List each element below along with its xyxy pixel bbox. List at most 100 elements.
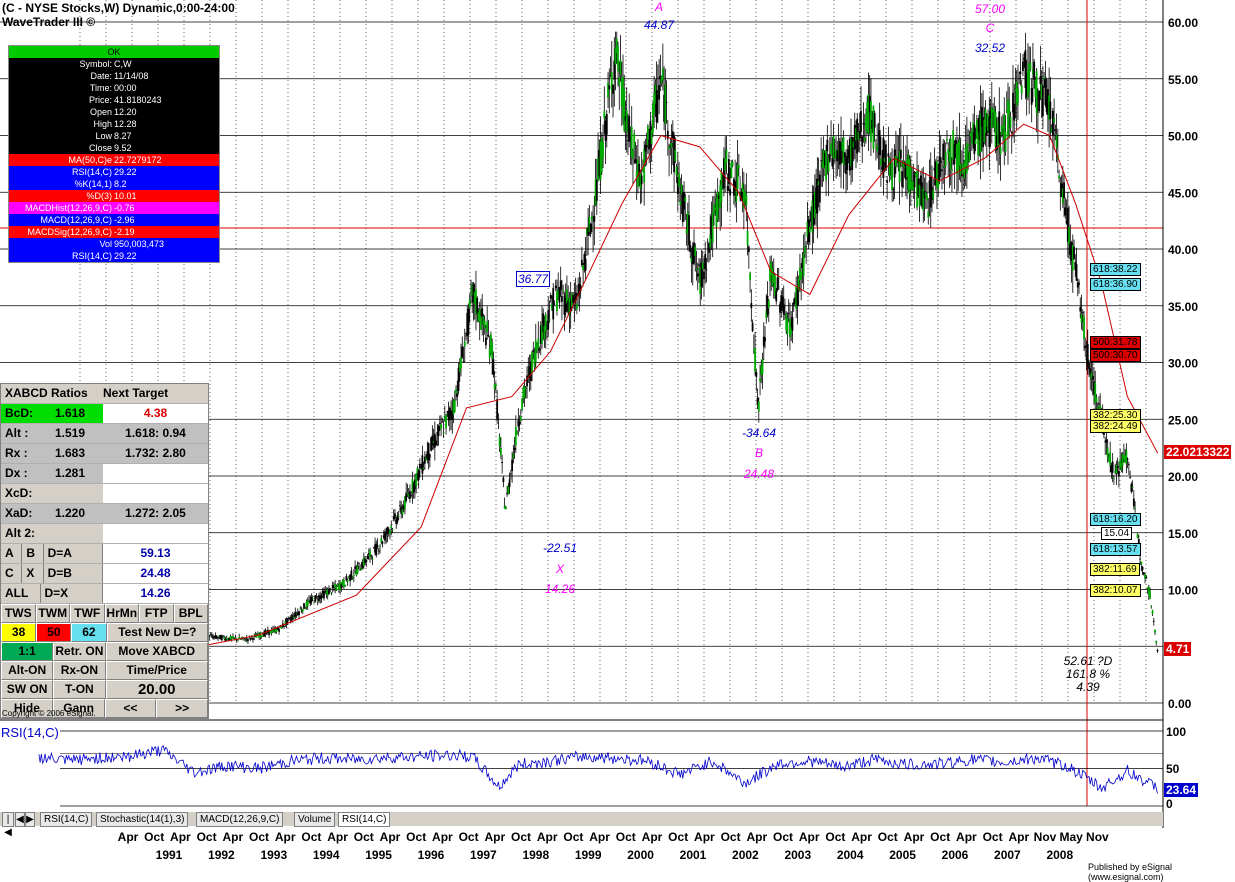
xabcd-header: XABCD Ratios xyxy=(1,384,103,403)
candle-body xyxy=(1149,590,1151,599)
candle-body xyxy=(642,168,644,171)
x-month-label: Apr xyxy=(432,830,453,844)
candle-body xyxy=(1027,70,1029,98)
xabcd-button-br2-1[interactable]: 50 xyxy=(36,623,72,642)
tab-4[interactable]: RSI(14,C) xyxy=(338,812,391,827)
xabcd-button-br1-2[interactable]: TWF xyxy=(70,604,105,623)
candle-body xyxy=(324,590,327,593)
candle-body xyxy=(214,635,217,638)
xabcd-button-br3-2[interactable]: Move XABCD xyxy=(105,642,208,661)
info-value: 29.22 xyxy=(114,167,137,177)
candle-body xyxy=(575,303,578,310)
candle-body xyxy=(532,349,535,352)
candle-body xyxy=(922,188,925,211)
pattern-label: 14.26 xyxy=(544,582,576,596)
candle-body xyxy=(765,310,768,318)
xabcd-dx-c[interactable]: D=B xyxy=(44,564,103,583)
candle-body xyxy=(303,603,305,609)
candle-body xyxy=(350,570,353,579)
xabcd-dx-a[interactable]: C xyxy=(1,564,23,583)
candle-body xyxy=(1024,50,1027,88)
candle-body xyxy=(1073,246,1075,260)
candle-body xyxy=(1009,116,1012,128)
xabcd-button-br4-1[interactable]: Rx-ON xyxy=(53,661,106,680)
xabcd-dx-b[interactable]: B xyxy=(22,544,44,563)
xabcd-button-br2-3[interactable]: Test New D=? xyxy=(106,623,209,642)
candle-body xyxy=(331,585,334,589)
candle-body xyxy=(356,566,359,574)
xabcd-button-br6-2[interactable]: << xyxy=(104,699,157,718)
xabcd-label: Rx : 1.683 xyxy=(1,444,103,463)
xabcd-button-br5-2[interactable]: 20.00 xyxy=(105,680,208,699)
xabcd-button-br5-0[interactable]: SW ON xyxy=(1,680,54,699)
xabcd-dx-c[interactable]: D=A xyxy=(44,544,103,563)
candle-body xyxy=(649,121,652,148)
info-row: MACDHist(12,26,9,C) -0.76 xyxy=(9,202,219,214)
candle-body xyxy=(848,138,851,171)
candle-body xyxy=(238,636,241,639)
rsi-tick-100: 100 xyxy=(1166,725,1187,739)
xabcd-button-br4-2[interactable]: Time/Price xyxy=(105,661,208,680)
candle-body xyxy=(813,191,816,218)
candle-body xyxy=(1111,461,1114,473)
xabcd-button-br3-0[interactable]: 1:1 xyxy=(1,642,54,661)
xabcd-button-br1-4[interactable]: FTP xyxy=(139,604,174,623)
xabcd-button-br6-1[interactable]: Gann xyxy=(52,699,105,718)
tab-first-arrow[interactable]: |◀ xyxy=(2,812,14,838)
x-month-label: Oct xyxy=(196,830,217,844)
info-label: MACDHist(12,26,9,C) xyxy=(24,203,112,213)
candle-body xyxy=(593,216,596,222)
candle-body xyxy=(315,595,318,597)
tab-next-arrow[interactable]: ▶ xyxy=(25,812,35,827)
candle-body xyxy=(777,287,780,289)
candle-body xyxy=(780,295,783,311)
candle-body xyxy=(1076,282,1079,288)
xabcd-button-br1-5[interactable]: BPL xyxy=(173,604,208,623)
xabcd-button-br5-1[interactable]: T-ON xyxy=(53,680,106,699)
candle-body xyxy=(354,566,357,569)
candle-body xyxy=(240,638,243,640)
tab-prev-arrow[interactable]: ◀ xyxy=(15,812,25,827)
target-tag: 382:10.07 xyxy=(1090,584,1141,597)
candle-body xyxy=(451,410,454,420)
candle-body xyxy=(1154,629,1156,633)
candle-body xyxy=(270,629,273,634)
xabcd-dx-c[interactable]: D=X xyxy=(41,584,103,603)
xabcd-dx-a[interactable]: A xyxy=(1,544,23,563)
xabcd-button-br1-1[interactable]: TWM xyxy=(35,604,70,623)
x-month-label: Apr xyxy=(536,830,558,844)
tab-3[interactable]: Volume xyxy=(294,812,336,827)
xabcd-dx-a[interactable]: ALL xyxy=(1,584,41,603)
candle-body xyxy=(1078,282,1080,285)
candle-body xyxy=(1122,454,1125,460)
candle-body xyxy=(542,313,545,333)
candle-body xyxy=(396,515,399,523)
candle-body xyxy=(369,550,371,558)
tab-0[interactable]: RSI(14,C) xyxy=(40,812,93,827)
candle-body xyxy=(511,459,513,472)
candle-body xyxy=(289,618,292,621)
xabcd-button-br2-0[interactable]: 38 xyxy=(1,623,37,642)
x-month-label: Apr xyxy=(798,830,820,844)
xabcd-button-br6-0[interactable]: Hide xyxy=(1,699,53,718)
xabcd-dx-b[interactable]: X xyxy=(22,564,44,583)
candle-body xyxy=(835,149,837,159)
candle-body xyxy=(812,194,815,226)
xabcd-button-br1-3[interactable]: HrMn xyxy=(104,604,139,623)
candle-body xyxy=(909,165,912,190)
candle-body xyxy=(1130,484,1133,492)
xabcd-button-br6-3[interactable]: >> xyxy=(156,699,208,718)
xabcd-button-br1-0[interactable]: TWS xyxy=(1,604,36,623)
candle-body xyxy=(1074,262,1077,271)
candle-body xyxy=(843,152,846,158)
xabcd-button-br4-0[interactable]: Alt-ON xyxy=(1,661,54,680)
tab-2[interactable]: MACD(12,26,9,C) xyxy=(196,812,284,827)
xabcd-button-br3-1[interactable]: Retr. ON xyxy=(53,642,106,661)
pattern-label: 32.52 xyxy=(974,41,1006,55)
candle-body xyxy=(737,165,740,168)
xabcd-button-br2-2[interactable]: 62 xyxy=(71,623,107,642)
x-year-label: 2002 xyxy=(732,848,759,862)
tab-1[interactable]: Stochastic(14(1),3) xyxy=(96,812,189,827)
xabcd-ratio-value: 1.618 xyxy=(55,406,86,420)
x-month-label: Oct xyxy=(982,830,1003,844)
